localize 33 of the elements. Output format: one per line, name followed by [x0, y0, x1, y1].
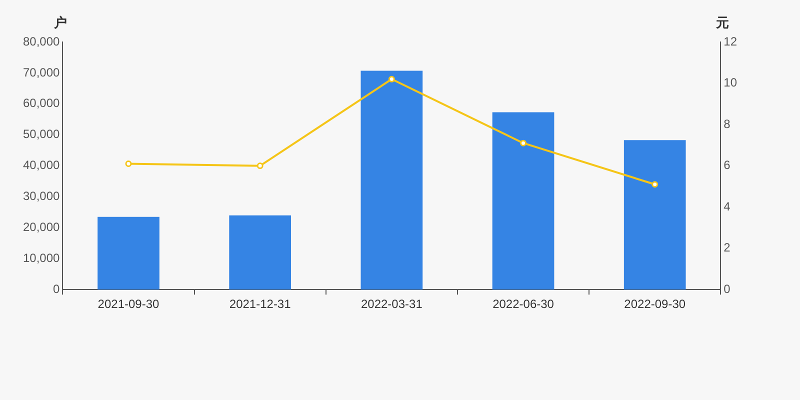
y-tick-label: 70,000: [23, 65, 60, 80]
point: [256, 162, 264, 170]
y2-tick-label: 6: [724, 158, 731, 172]
x-tick-label: 2021-09-30: [98, 297, 160, 312]
y-tick-label: 0: [53, 282, 60, 296]
bar: [360, 70, 423, 290]
bar: [624, 140, 686, 290]
x-tick-label: 2022-09-30: [624, 297, 686, 312]
x-tick-label: 2021-12-31: [229, 297, 292, 312]
y-tick-label: 10,000: [23, 250, 60, 265]
y2-tick-label: 8: [724, 116, 731, 131]
y2-tick-label: 0: [724, 282, 731, 296]
y-tick-label: 40,000: [23, 158, 60, 172]
x-tick-label: 2022-03-31: [360, 297, 423, 312]
y-tick-label: 30,000: [23, 189, 60, 204]
bar: [229, 215, 292, 290]
y-axis-title: 户: [53, 15, 68, 30]
y-tick-label: 80,000: [23, 34, 60, 48]
y-tick-label: 60,000: [23, 96, 60, 110]
point: [652, 181, 658, 188]
bar: [492, 112, 554, 290]
y-tick-label: 20,000: [23, 220, 60, 234]
y2-axis-title: 元: [715, 15, 730, 30]
y2-tick-label: 4: [724, 199, 731, 214]
y-tick-label: 50,000: [23, 127, 60, 142]
point: [388, 76, 395, 82]
x-tick-label: 2022-06-30: [492, 297, 554, 312]
y2-tick-label: 10: [724, 76, 738, 90]
y2-tick-label: 2: [724, 240, 731, 255]
y2-tick-label: 12: [724, 34, 738, 48]
point: [520, 140, 527, 146]
point: [125, 160, 132, 167]
bar: [98, 216, 160, 290]
